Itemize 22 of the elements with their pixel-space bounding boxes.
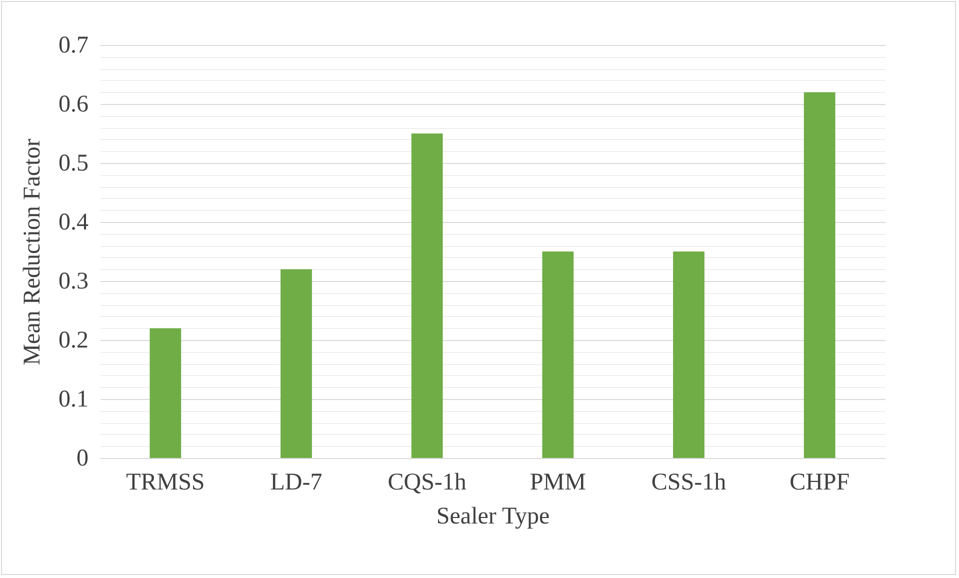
x-tick-label: TRMSS bbox=[126, 470, 205, 496]
bar bbox=[280, 269, 312, 458]
y-tick-label: 0.1 bbox=[58, 386, 88, 412]
x-tick-label: LD-7 bbox=[270, 470, 322, 496]
x-tick-label: CSS-1h bbox=[651, 470, 726, 496]
x-tick-label: CHPF bbox=[790, 470, 850, 496]
y-tick-label: 0.5 bbox=[58, 150, 88, 176]
bar bbox=[411, 134, 443, 458]
bar bbox=[804, 92, 836, 458]
y-tick-label: 0.6 bbox=[58, 92, 88, 118]
x-axis-title: Sealer Type bbox=[436, 504, 550, 530]
x-tick-label: CQS-1h bbox=[388, 470, 466, 496]
y-tick-label: 0.2 bbox=[58, 328, 88, 354]
y-tick-label: 0.4 bbox=[58, 210, 88, 236]
y-tick-label: 0.3 bbox=[58, 268, 88, 294]
y-tick-label: 0.7 bbox=[58, 32, 88, 58]
bar bbox=[542, 252, 574, 458]
bar bbox=[673, 252, 704, 458]
x-tick-label: PMM bbox=[530, 470, 586, 496]
bar bbox=[150, 328, 182, 458]
y-axis-title: Mean Reduction Factor bbox=[20, 138, 46, 366]
y-tick-label: 0 bbox=[76, 446, 88, 472]
